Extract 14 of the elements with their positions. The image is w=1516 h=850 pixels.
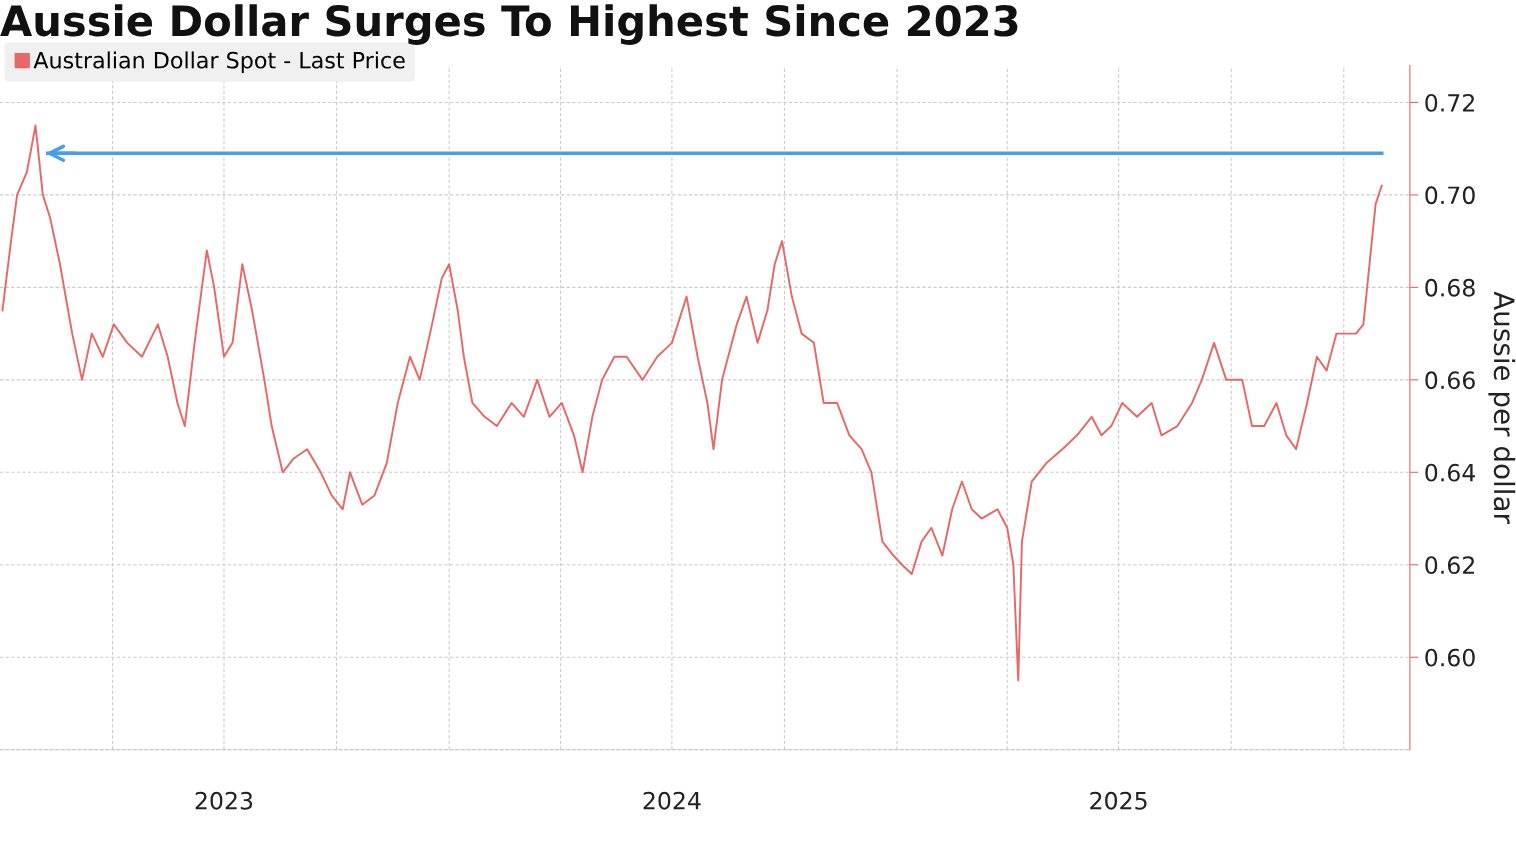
y-tick-label: 0.62 (1425, 556, 1474, 575)
x-tick-label: 2024 (643, 791, 701, 810)
line-series (1, 124, 1383, 682)
y-axis-title: Aussie per dollar (1488, 291, 1516, 524)
y-tick-label: 0.72 (1425, 93, 1474, 112)
x-tick-label: 2023 (195, 791, 253, 810)
x-tick-label: 2025 (1090, 791, 1147, 810)
y-tick-label: 0.70 (1425, 186, 1475, 205)
y-tick-label: 0.68 (1425, 278, 1475, 297)
y-tick-label: 0.66 (1425, 371, 1475, 390)
y-tick-label: 0.60 (1425, 648, 1475, 667)
legend-label: Australian Dollar Spot - Last Price (33, 51, 405, 73)
chart-title: Aussie Dollar Surges To Highest Since 2023 (0, 4, 1018, 45)
y-tick-label: 0.64 (1425, 463, 1476, 482)
